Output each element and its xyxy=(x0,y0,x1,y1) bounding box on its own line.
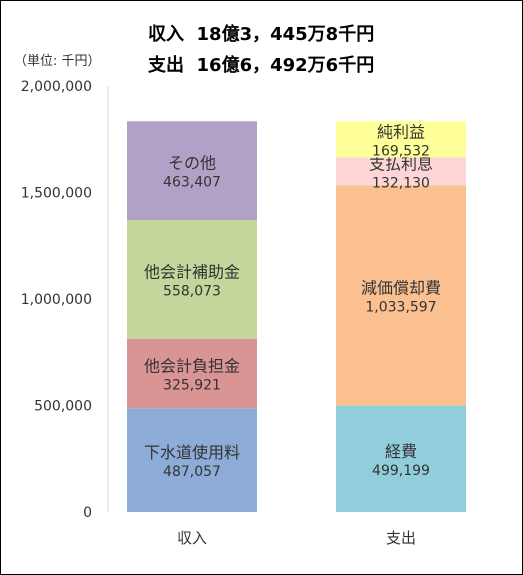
y-tick-label: 0 xyxy=(83,505,92,521)
expense-total-text: 支出 16億6，492万6千円 xyxy=(148,55,375,76)
category-label-income: 収入 xyxy=(177,529,207,547)
segment-name-label: 下水道使用料 xyxy=(144,443,240,462)
category-label-expense: 支出 xyxy=(386,529,416,547)
segment-name-label: 他会計負担金 xyxy=(144,357,240,376)
bar-segment xyxy=(336,405,466,512)
segment-value-label: 325,921 xyxy=(163,378,221,394)
segment-name-label: その他 xyxy=(168,154,216,173)
bar-segment xyxy=(127,219,257,339)
unit-label: （単位: 千円） xyxy=(14,54,101,69)
segment-name-label: 支払利息 xyxy=(369,154,433,173)
segment-value-label: 558,073 xyxy=(163,283,221,299)
category-labels: 収入 支出 xyxy=(177,529,416,547)
segment-value-label: 169,532 xyxy=(372,143,430,159)
segment-name-label: 他会計補助金 xyxy=(144,262,240,281)
y-tick-label: 1,500,000 xyxy=(21,186,92,202)
bar-segment xyxy=(127,408,257,512)
segment-name-label: 純利益 xyxy=(377,122,425,141)
y-tick-label: 2,000,000 xyxy=(21,79,92,95)
segment-value-label: 1,033,597 xyxy=(365,300,436,316)
bar-segment xyxy=(336,121,466,158)
bar-segment xyxy=(127,121,257,220)
segment-value-label: 487,057 xyxy=(163,464,221,480)
segment-value-label: 463,407 xyxy=(163,175,221,191)
bar-segment xyxy=(336,185,466,406)
y-tick-label: 500,000 xyxy=(34,399,92,415)
segment-name-label: 経費 xyxy=(385,442,417,461)
bars: 下水道使用料 487,057 他会計負担金 325,921 他会計補助金 558,073 そ… xyxy=(127,121,466,512)
y-tick-label: 1,000,000 xyxy=(21,292,92,308)
income-total-text: 収入 18億3，445万8千円 xyxy=(148,24,375,45)
bar-segment xyxy=(336,157,466,186)
segment-name-label: 減価償却費 xyxy=(361,279,441,298)
segment-value-label: 132,130 xyxy=(372,175,430,191)
y-axis-ticks: 0 500,000 1,000,000 1,500,000 2,000,000 xyxy=(21,79,92,521)
segment-value-label: 499,199 xyxy=(372,463,430,479)
bar-segment xyxy=(127,338,257,409)
